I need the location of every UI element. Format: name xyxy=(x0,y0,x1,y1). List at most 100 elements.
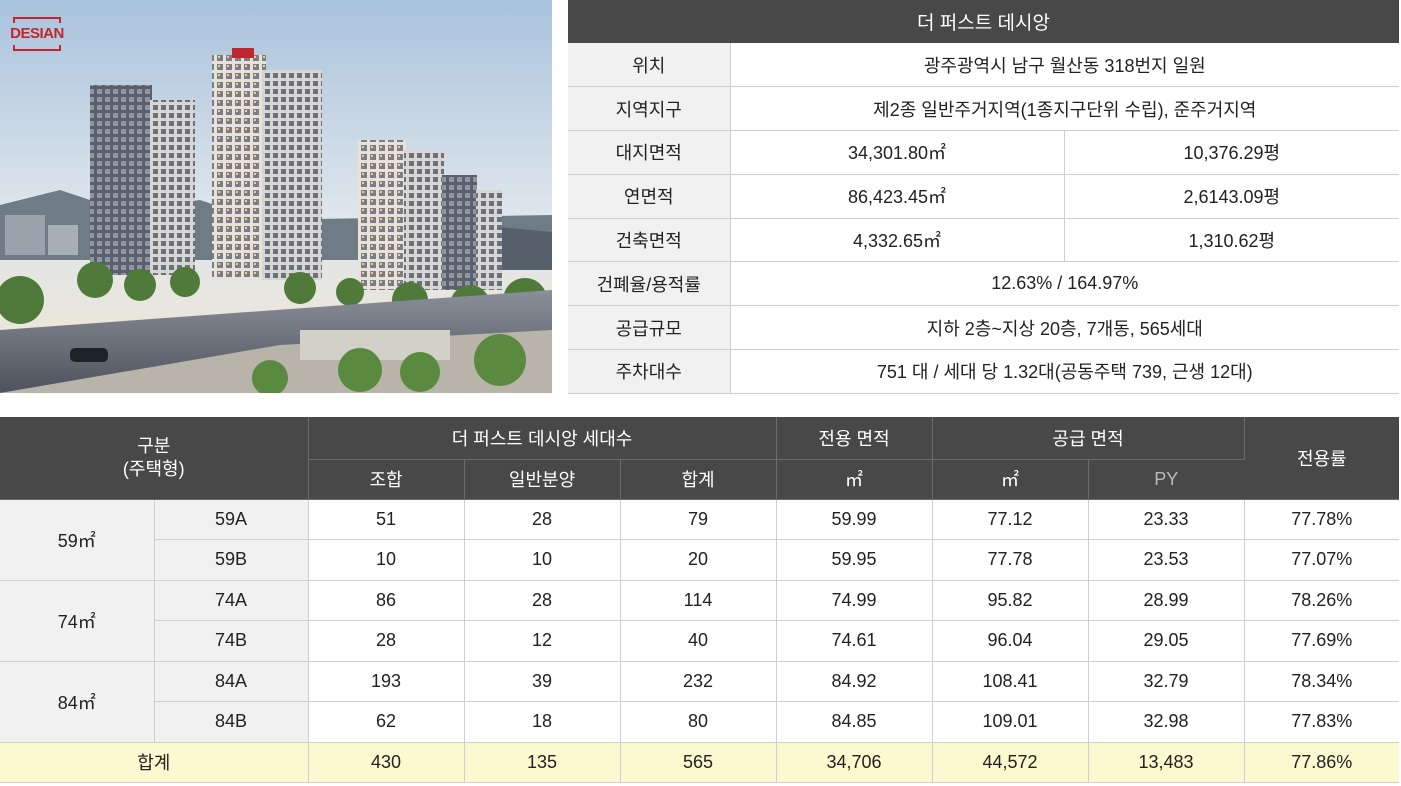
cell-union: 51 xyxy=(308,499,465,540)
cell-total: 79 xyxy=(620,499,777,540)
total-supply-py: 13,483 xyxy=(1088,742,1245,783)
summary-value-m2: 34,301.80㎡ xyxy=(730,130,1065,175)
cell-supply-m2: 95.82 xyxy=(932,580,1089,621)
summary-label: 대지면적 xyxy=(568,130,731,175)
header-total: 합계 xyxy=(620,459,777,500)
summary-label: 건폐율/용적률 xyxy=(568,261,731,307)
summary-value-py: 2,6143.09평 xyxy=(1064,174,1400,219)
summary-value-m2: 86,423.45㎡ xyxy=(730,174,1065,219)
desian-logo: DESIAN xyxy=(6,14,68,54)
cell-supply-py: 23.33 xyxy=(1088,499,1245,540)
header-exclusive-area: 전용 면적 xyxy=(776,417,933,460)
header-general-sale: 일반분양 xyxy=(464,459,621,500)
cell-supply-py: 23.53 xyxy=(1088,539,1245,581)
cell-union: 86 xyxy=(308,580,465,621)
cell-total: 20 xyxy=(620,539,777,581)
type-label: 84B xyxy=(154,701,309,743)
cell-supply-py: 29.05 xyxy=(1088,620,1245,662)
cell-general: 28 xyxy=(464,499,621,540)
cell-union: 10 xyxy=(308,539,465,581)
summary-title: 더 퍼스트 데시앙 xyxy=(568,0,1400,43)
cell-union: 193 xyxy=(308,661,465,702)
header-supply-py: PY xyxy=(1088,459,1245,500)
cell-total: 80 xyxy=(620,701,777,743)
type-label: 59A xyxy=(154,499,309,540)
summary-value-m2: 4,332.65㎡ xyxy=(730,218,1065,263)
cell-general: 39 xyxy=(464,661,621,702)
cell-general: 10 xyxy=(464,539,621,581)
table-row: 59B 10 10 20 59.95 77.78 23.53 77.07% xyxy=(0,539,1400,581)
header-category: 구분 (주택형) xyxy=(0,417,309,500)
cell-supply-m2: 77.12 xyxy=(932,499,1089,540)
summary-label: 건축면적 xyxy=(568,218,731,263)
table-row: 84B 62 18 80 84.85 109.01 32.98 77.83% xyxy=(0,701,1400,743)
header-exclusive-ratio: 전용률 xyxy=(1244,417,1400,500)
cell-exclusive-m2: 74.99 xyxy=(776,580,933,621)
summary-value: 광주광역시 남구 월산동 318번지 일원 xyxy=(730,43,1400,88)
header-union: 조합 xyxy=(308,459,465,500)
summary-value: 제2종 일반주거지역(1종지구단위 수립), 준주거지역 xyxy=(730,86,1400,132)
type-label: 59B xyxy=(154,539,309,581)
total-supply-m2: 44,572 xyxy=(932,742,1089,783)
table-row: 74㎡ 74A 86 28 114 74.99 95.82 28.99 78.2… xyxy=(0,580,1400,662)
cell-ratio: 77.69% xyxy=(1244,620,1400,662)
summary-value: 12.63% / 164.97% xyxy=(730,261,1400,307)
header-households: 더 퍼스트 데시앙 세대수 xyxy=(308,417,777,460)
cell-supply-m2: 96.04 xyxy=(932,620,1089,662)
summary-value-py: 10,376.29평 xyxy=(1064,130,1400,175)
cell-ratio: 78.26% xyxy=(1244,580,1400,621)
summary-value-py: 1,310.62평 xyxy=(1064,218,1400,263)
cell-total: 232 xyxy=(620,661,777,702)
table-row: 74B 28 12 40 74.61 96.04 29.05 77.69% xyxy=(0,620,1400,662)
table-row: 59㎡ 59A 51 28 79 59.99 77.12 23.33 77.78… xyxy=(0,499,1400,581)
cell-supply-py: 32.98 xyxy=(1088,701,1245,743)
cell-exclusive-m2: 84.92 xyxy=(776,661,933,702)
header-supply-area: 공급 면적 xyxy=(932,417,1245,460)
cell-exclusive-m2: 84.85 xyxy=(776,701,933,743)
summary-row-building-area: 건축면적 4,332.65㎡ 1,310.62평 xyxy=(568,218,1400,263)
table-row: 84㎡ 84A 193 39 232 84.92 108.41 32.79 78… xyxy=(0,661,1400,743)
units-header-row-2: 조합 일반분양 합계 ㎡ ㎡ PY xyxy=(0,459,1399,500)
cell-ratio: 77.78% xyxy=(1244,499,1400,540)
unit-breakdown-table: 구분 (주택형) 더 퍼스트 데시앙 세대수 전용 면적 공급 면적 전용률 조… xyxy=(0,417,1400,783)
cell-supply-py: 28.99 xyxy=(1088,580,1245,621)
cell-ratio: 77.07% xyxy=(1244,539,1400,581)
cell-total: 114 xyxy=(620,580,777,621)
header-exclusive-m2: ㎡ xyxy=(776,459,933,500)
cell-union: 28 xyxy=(308,620,465,662)
summary-label: 공급규모 xyxy=(568,305,731,351)
total-general: 135 xyxy=(464,742,621,783)
summary-row-zoning: 지역지구 제2종 일반주거지역(1종지구단위 수립), 준주거지역 xyxy=(568,86,1400,132)
project-summary-table: 더 퍼스트 데시앙 위치 광주광역시 남구 월산동 318번지 일원 지역지구 … xyxy=(568,0,1400,394)
cell-general: 18 xyxy=(464,701,621,743)
summary-row-parking: 주차대수 751 대 / 세대 당 1.32대(공동주택 739, 근생 12대… xyxy=(568,349,1400,394)
cell-general: 12 xyxy=(464,620,621,662)
summary-value: 751 대 / 세대 당 1.32대(공동주택 739, 근생 12대) xyxy=(730,349,1400,394)
cell-exclusive-m2: 59.95 xyxy=(776,539,933,581)
units-header-row-1: 구분 (주택형) 더 퍼스트 데시앙 세대수 전용 면적 공급 면적 전용률 xyxy=(0,417,1400,500)
cell-exclusive-m2: 59.99 xyxy=(776,499,933,540)
cell-ratio: 78.34% xyxy=(1244,661,1400,702)
summary-row-scale: 공급규모 지하 2층~지상 20층, 7개동, 565세대 xyxy=(568,305,1400,351)
cell-supply-py: 32.79 xyxy=(1088,661,1245,702)
group-label: 59㎡ xyxy=(0,499,155,581)
complex-rendering-image: DESIAN xyxy=(0,0,552,393)
summary-value: 지하 2층~지상 20층, 7개동, 565세대 xyxy=(730,305,1400,351)
summary-row-coverage-ratio: 건폐율/용적률 12.63% / 164.97% xyxy=(568,261,1400,307)
summary-label: 연면적 xyxy=(568,174,731,219)
total-union: 430 xyxy=(308,742,465,783)
summary-label: 주차대수 xyxy=(568,349,731,394)
type-label: 74A xyxy=(154,580,309,621)
total-label: 합계 xyxy=(0,742,309,783)
cell-exclusive-m2: 74.61 xyxy=(776,620,933,662)
summary-row-site-area: 대지면적 34,301.80㎡ 10,376.29평 xyxy=(568,130,1400,175)
group-label: 84㎡ xyxy=(0,661,155,743)
summary-label: 위치 xyxy=(568,43,731,88)
summary-label: 지역지구 xyxy=(568,86,731,132)
total-total: 565 xyxy=(620,742,777,783)
cell-union: 62 xyxy=(308,701,465,743)
logo-text: DESIAN xyxy=(10,25,64,42)
header-supply-m2: ㎡ xyxy=(932,459,1089,500)
cell-general: 28 xyxy=(464,580,621,621)
cell-supply-m2: 77.78 xyxy=(932,539,1089,581)
